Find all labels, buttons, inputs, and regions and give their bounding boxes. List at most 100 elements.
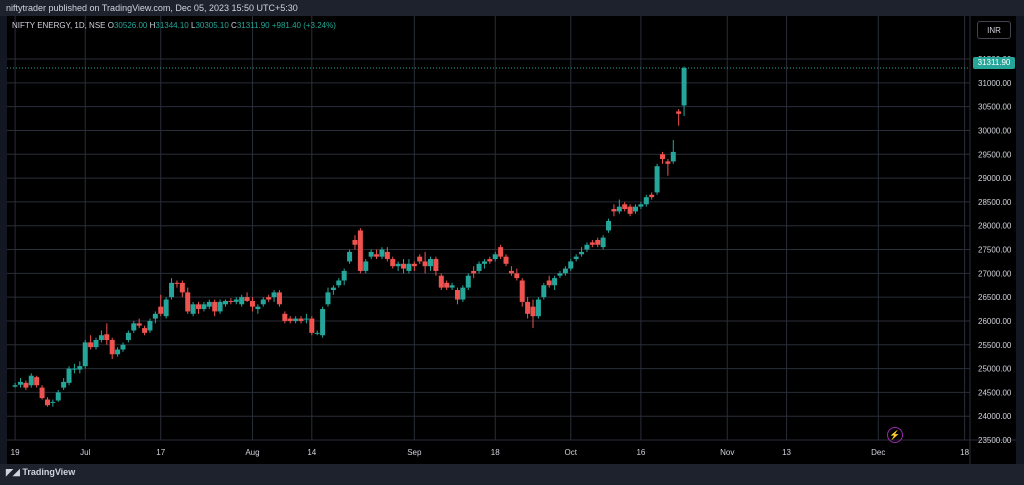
candle-body — [670, 151, 676, 162]
candle-body — [28, 375, 34, 386]
y-tick-label: 26000.00 — [978, 317, 1012, 326]
y-tick-label: 24000.00 — [978, 412, 1012, 421]
candle-body — [44, 399, 50, 406]
x-tick-label: 13 — [782, 448, 791, 457]
candle-body — [104, 334, 110, 340]
y-tick-label: 25500.00 — [978, 341, 1012, 350]
candle-body — [115, 349, 121, 355]
candle-body — [438, 275, 444, 288]
y-tick-label: 30500.00 — [978, 103, 1012, 112]
candle-body — [330, 287, 336, 290]
candle-body — [460, 287, 466, 300]
candle-body — [158, 306, 164, 314]
candle-body — [530, 306, 536, 317]
candle-body — [557, 273, 563, 276]
x-tick-label: 14 — [307, 448, 316, 457]
candle-body — [287, 318, 293, 321]
candle-body — [23, 382, 29, 388]
candle-body — [600, 237, 606, 248]
y-tick-label: 28000.00 — [978, 222, 1012, 231]
candle-body — [579, 251, 585, 255]
candle-body — [206, 301, 212, 307]
candle-body — [573, 256, 579, 260]
candle-body — [325, 292, 331, 305]
candle-body — [341, 270, 347, 281]
candle-body — [309, 318, 315, 333]
candle-body — [98, 335, 104, 340]
candle-body — [271, 292, 277, 298]
candle-body — [131, 323, 137, 331]
candle-body — [34, 377, 40, 386]
x-tick-label: Oct — [565, 448, 578, 457]
candle-body — [514, 273, 520, 279]
candle-body — [66, 368, 72, 383]
low-value: 30305.10 — [195, 21, 229, 30]
y-tick-label: 24500.00 — [978, 388, 1012, 397]
grid-lines — [7, 16, 1016, 464]
candle-body — [476, 263, 482, 271]
candle-body — [147, 320, 153, 331]
candle-body — [363, 261, 369, 271]
candle-body — [179, 282, 185, 293]
candle-body — [357, 230, 363, 271]
high-label: H — [149, 21, 156, 30]
candle-body — [525, 301, 531, 314]
candle-body — [320, 309, 326, 336]
y-tick-label: 27000.00 — [978, 269, 1012, 278]
candle-body — [12, 385, 18, 387]
candle-body — [222, 300, 228, 305]
candle-body — [152, 313, 158, 319]
candle-body — [422, 261, 428, 267]
chart-panel[interactable] — [7, 16, 1016, 464]
candle-body — [298, 318, 304, 321]
candles — [12, 66, 687, 407]
x-tick-label: Jul — [80, 448, 90, 457]
candle-body — [249, 300, 255, 307]
tradingview-logo-text: TradingView — [22, 467, 76, 477]
time-axis: 19 Jul 17 Aug 14 Sep 18 Oct 16 Nov 13 Dec 18 — [11, 448, 970, 457]
candle-body — [17, 381, 23, 385]
candle-body — [562, 268, 568, 274]
close-value: 31311.90 — [236, 21, 270, 30]
candle-body — [185, 292, 191, 312]
candle-body — [465, 275, 471, 288]
candle-body — [217, 301, 223, 312]
candle-body — [347, 251, 353, 262]
candle-body — [428, 259, 434, 267]
candle-body — [535, 299, 541, 317]
last-price-tag: 31311.90 — [973, 57, 1015, 69]
candle-body — [212, 301, 218, 312]
candle-body — [142, 328, 148, 333]
candle-body — [239, 297, 245, 305]
candle-body — [622, 204, 628, 210]
y-tick-label: 23500.00 — [978, 436, 1012, 445]
candle-body — [169, 282, 175, 298]
candle-body — [498, 247, 504, 257]
y-tick-label: 29000.00 — [978, 174, 1012, 183]
candle-body — [503, 256, 509, 264]
y-tick-label: 31000.00 — [978, 79, 1012, 88]
tradingview-logo[interactable]: ◤◢ TradingView — [6, 467, 75, 478]
candle-body — [228, 300, 234, 302]
candle-body — [481, 261, 487, 264]
candle-body — [595, 240, 601, 245]
candle-body — [314, 332, 320, 334]
candle-body — [136, 323, 142, 326]
candle-body — [406, 263, 412, 271]
y-tick-label: 26500.00 — [978, 293, 1012, 302]
lightning-icon[interactable]: ⚡ — [887, 427, 903, 443]
candle-body — [368, 251, 374, 257]
x-tick-label: Nov — [720, 448, 734, 457]
candle-body — [61, 381, 67, 388]
candle-body — [449, 285, 455, 288]
candle-body — [233, 299, 239, 302]
currency-button[interactable]: INR — [977, 21, 1011, 39]
candle-body — [276, 292, 282, 305]
candle-body — [82, 342, 88, 367]
candle-body — [541, 285, 547, 298]
candle-body — [681, 68, 687, 106]
candle-body — [196, 304, 202, 310]
open-value: 30526.00 — [113, 21, 148, 30]
candle-body — [303, 318, 309, 320]
